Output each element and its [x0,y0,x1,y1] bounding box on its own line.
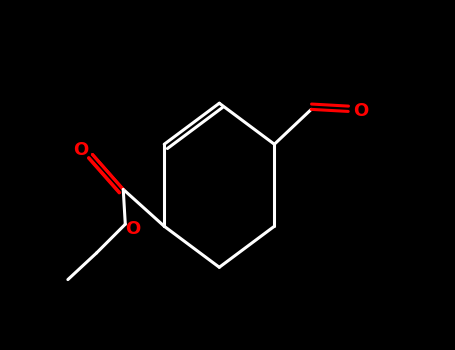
Text: O: O [353,103,368,120]
Text: O: O [73,141,89,159]
Text: O: O [125,220,140,238]
